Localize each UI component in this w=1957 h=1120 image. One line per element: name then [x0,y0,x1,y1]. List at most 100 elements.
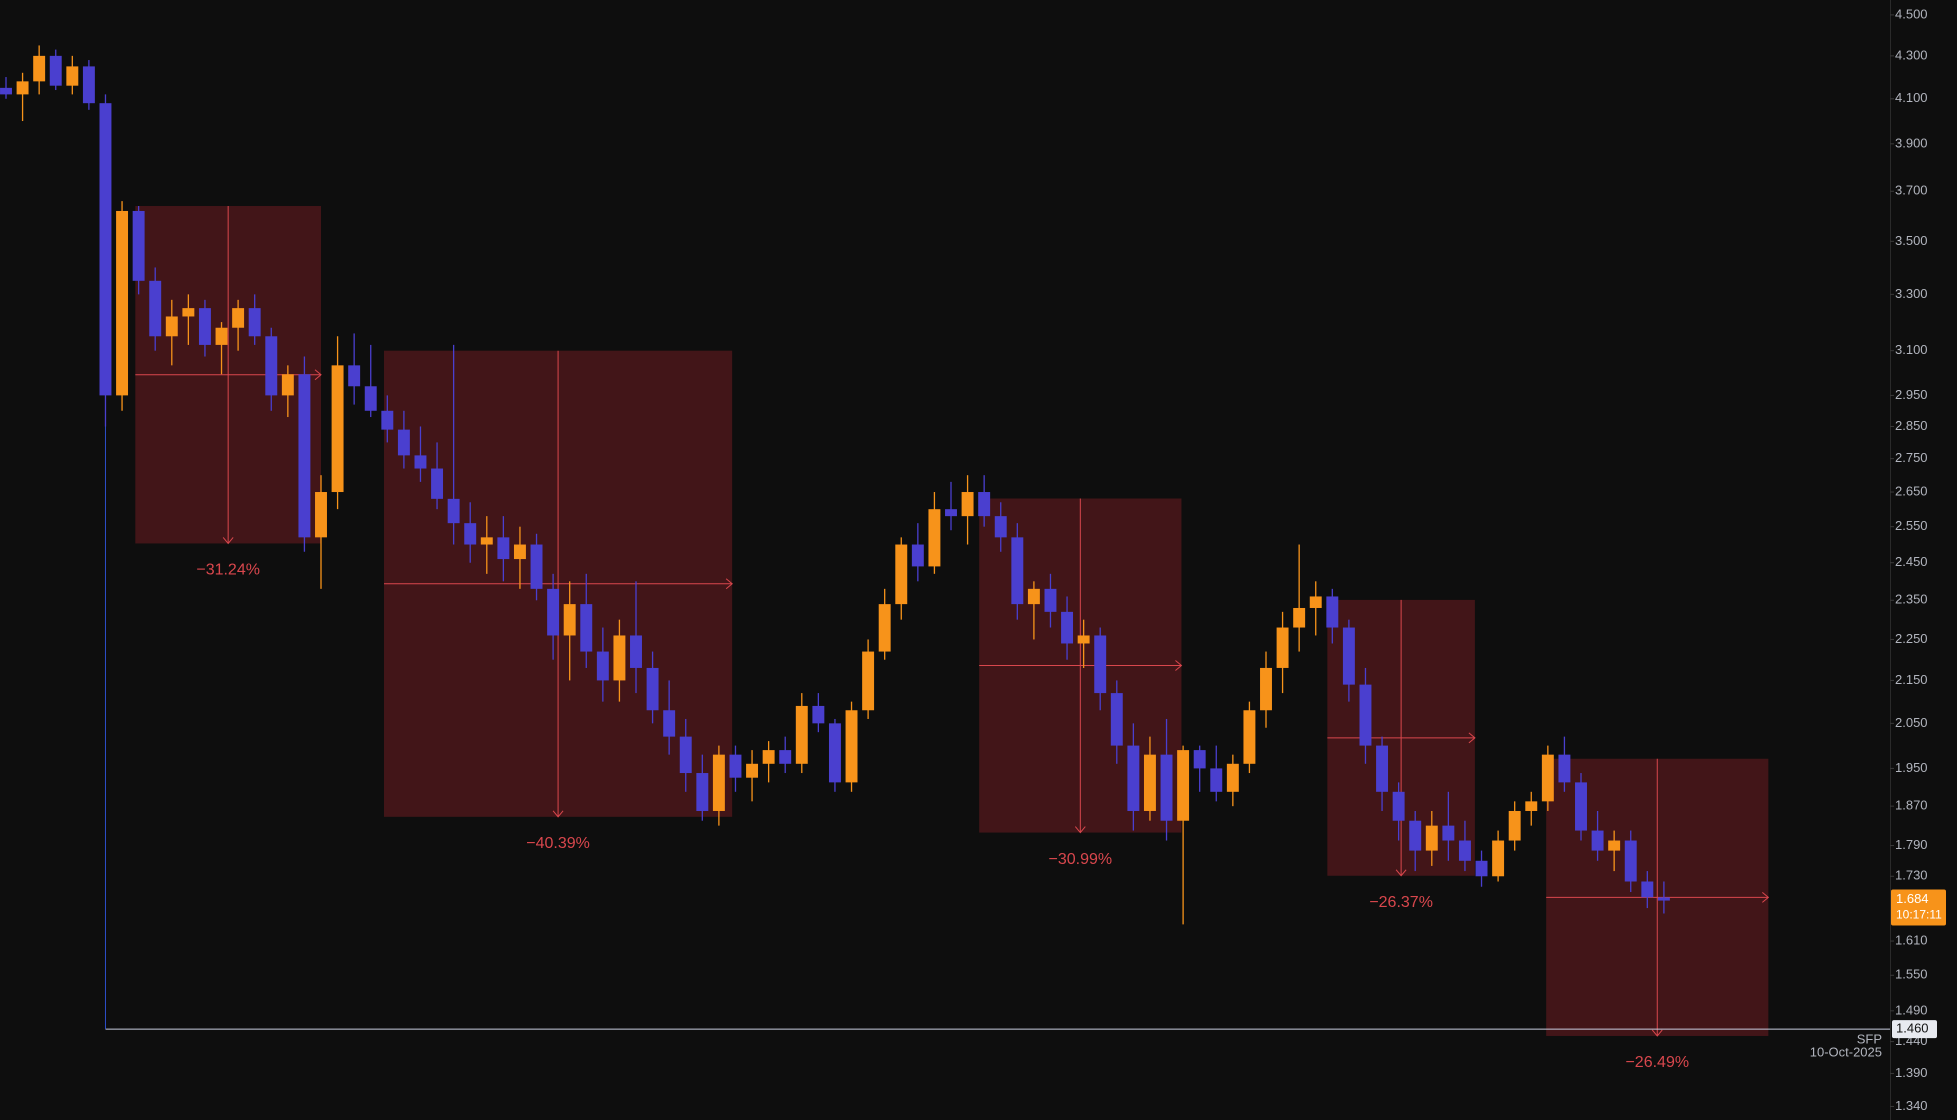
y-tick-label: 2.350 [1895,592,1928,607]
candle-body [961,492,974,517]
candle-body [1409,820,1422,851]
price-line-tag [1892,1020,1937,1039]
candle-body [613,635,626,681]
measure-arrow [1468,732,1476,744]
last-price-label: 1.684 [1896,891,1929,906]
candle-body [1359,684,1372,746]
candle-body [1326,596,1339,628]
date: 10-Oct-2025 [1810,1044,1882,1059]
candle-body [1276,627,1289,668]
candle-body [497,537,510,560]
candle-body [281,374,294,396]
y-tick-label: 1.490 [1895,1002,1928,1017]
candle-body [1442,825,1455,841]
candle-body [563,604,576,636]
measure-arrow [1651,1029,1663,1037]
candle-body [414,455,427,469]
candle-body [1641,881,1654,898]
measure-arrow [314,369,322,381]
candle-body [99,103,112,396]
candle-body [1342,627,1355,685]
measure-arrow [1395,869,1407,877]
y-tick-label: 1.550 [1895,967,1928,982]
y-tick-label: 3.100 [1895,342,1928,357]
y-tick-label: 2.150 [1895,672,1928,687]
y-tick-label: 4.100 [1895,90,1928,105]
candle-body [696,773,709,811]
candle-body [945,509,957,517]
price-line-label: 1.460 [1896,1021,1929,1036]
candle-body [828,723,841,783]
candle-body [1309,596,1322,608]
candle-body [1624,840,1637,882]
measure-label: −26.49% [1625,1054,1689,1071]
candle-body [82,66,95,104]
last-price-tag [1891,889,1946,926]
measure-arrow [1762,891,1770,903]
candle-body [182,308,195,317]
y-tick-label: 2.050 [1895,715,1928,730]
candle-body [994,516,1007,538]
candle-body [364,386,377,411]
y-tick-label: 2.750 [1895,450,1928,465]
y-tick-label: 1.610 [1895,932,1928,947]
candle-body [1243,710,1256,764]
candle-body [1608,840,1621,851]
candle-body [1011,537,1024,605]
candle-body [397,429,410,456]
y-tick-label: 3.300 [1895,286,1928,301]
y-tick-label: 1.870 [1895,798,1928,813]
y-tick-label: 1.340 [1895,1098,1928,1113]
candle-body [1293,607,1306,628]
candle-body [265,336,278,396]
candle-body [1177,750,1190,821]
candle-body [845,710,858,783]
candle-body [1127,745,1140,811]
candle-body [1575,782,1587,831]
candle-body [1260,667,1272,711]
candle-body [630,635,642,668]
candle-body [878,604,891,652]
candle-body [1425,825,1438,851]
candle-body [712,754,725,811]
y-tick-label: 2.850 [1895,418,1928,433]
candle-body [1525,801,1538,811]
measure-label: −31.24% [196,562,260,579]
candle-body [464,523,477,545]
candle-body [1044,588,1057,612]
y-tick-label: 2.650 [1895,483,1928,498]
measure-arrow [1074,826,1086,834]
y-tick-label: 2.950 [1895,387,1928,402]
candle-body [1657,897,1670,901]
candle-body [779,750,792,764]
candle-body [862,651,875,711]
candle-body [116,210,129,396]
candle-body [198,308,211,345]
y-tick-label: 3.500 [1895,233,1928,248]
candle-body [348,365,361,387]
measure-arrow [1175,660,1183,671]
candle-body [663,710,676,737]
candle-body [1591,830,1604,851]
last-price-countdown: 10:17:11 [1896,908,1942,922]
candle-body [928,509,941,567]
symbol: SFP [1857,1031,1882,1046]
y-tick-label: 3.900 [1895,135,1928,150]
candle-body [762,750,775,764]
candle-body [580,604,593,652]
candle-body [812,705,825,724]
candle-body [381,410,394,430]
candle-body [16,81,29,95]
candle-body [1492,840,1505,877]
y-tick-label: 2.450 [1895,554,1928,569]
y-tick-label: 4.500 [1895,6,1928,21]
candle-body [49,55,62,86]
candle-body [0,87,12,95]
measure-arrow [725,578,733,590]
candle-body [149,280,162,337]
y-tick-label: 4.300 [1895,47,1928,62]
candle-body [248,308,261,337]
y-tick-label: 1.730 [1895,868,1928,883]
candle-body [1110,693,1123,746]
y-tick-label: 1.950 [1895,760,1928,775]
